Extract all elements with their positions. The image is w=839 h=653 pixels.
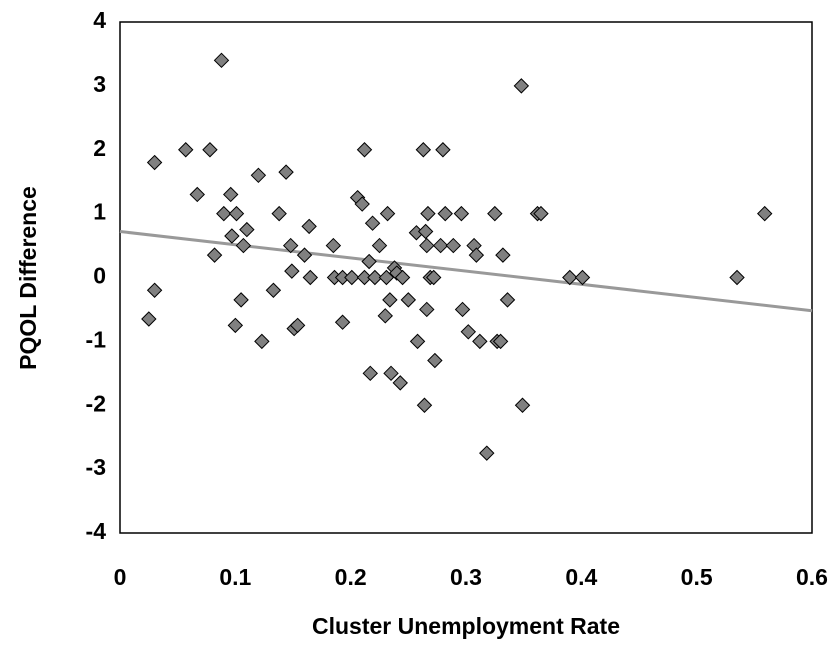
point xyxy=(757,205,773,222)
point xyxy=(574,269,591,286)
point xyxy=(235,237,252,254)
point xyxy=(213,52,230,69)
point xyxy=(325,237,342,254)
point xyxy=(394,269,411,286)
x-tick-label: 0 xyxy=(114,564,127,590)
y-tick-label: 0 xyxy=(93,263,106,289)
point xyxy=(495,247,511,263)
y-tick-label: 4 xyxy=(93,7,106,33)
point xyxy=(284,263,300,279)
point xyxy=(419,237,435,254)
point xyxy=(562,269,578,286)
y-tick-label: -1 xyxy=(86,326,107,352)
point xyxy=(514,397,531,413)
point xyxy=(356,142,373,158)
point xyxy=(409,333,426,350)
point xyxy=(377,308,393,324)
point xyxy=(202,142,218,158)
point xyxy=(420,205,436,222)
point xyxy=(302,269,319,286)
point xyxy=(223,186,239,203)
point xyxy=(141,311,157,327)
point xyxy=(189,186,205,203)
point xyxy=(400,292,417,308)
point xyxy=(265,282,282,298)
point xyxy=(468,247,485,263)
point xyxy=(289,317,306,334)
point xyxy=(417,223,434,240)
point xyxy=(479,445,495,461)
point xyxy=(383,365,399,382)
point xyxy=(354,196,370,212)
point xyxy=(146,154,163,171)
point xyxy=(435,142,451,158)
point xyxy=(513,78,530,94)
point xyxy=(361,253,377,270)
point xyxy=(227,317,244,334)
y-tick-label: -3 xyxy=(86,454,106,480)
point xyxy=(146,282,163,298)
point xyxy=(301,218,317,235)
point xyxy=(206,247,223,263)
point xyxy=(389,265,405,281)
point xyxy=(296,247,313,263)
point xyxy=(460,324,477,340)
point xyxy=(378,269,395,286)
point xyxy=(271,205,287,222)
trend-line xyxy=(119,230,813,313)
point xyxy=(499,292,516,308)
point xyxy=(454,301,471,318)
point xyxy=(487,205,503,222)
point xyxy=(425,269,442,286)
plot-frame xyxy=(119,21,813,534)
x-axis-title: Cluster Unemployment Rate xyxy=(312,613,620,639)
point xyxy=(278,164,294,180)
point xyxy=(453,205,470,222)
point xyxy=(492,333,509,350)
point xyxy=(729,269,745,286)
point xyxy=(239,221,255,238)
point xyxy=(432,237,449,254)
point xyxy=(379,205,396,222)
point xyxy=(178,142,194,158)
point xyxy=(334,314,351,330)
x-tick-label: 0.4 xyxy=(565,564,597,590)
point xyxy=(533,205,549,222)
point xyxy=(250,167,267,184)
x-tick-label: 0.1 xyxy=(219,564,251,590)
point xyxy=(356,269,373,286)
point xyxy=(362,365,378,382)
point xyxy=(382,292,398,308)
y-tick-label: 1 xyxy=(93,199,106,225)
point xyxy=(416,397,433,413)
point xyxy=(254,333,270,350)
point xyxy=(364,215,381,231)
point xyxy=(371,237,388,254)
point xyxy=(427,352,443,369)
x-tick-label: 0.2 xyxy=(335,564,367,590)
x-tick-label: 0.5 xyxy=(681,564,713,590)
y-tick-label: -2 xyxy=(86,390,106,416)
point xyxy=(282,237,299,254)
point xyxy=(472,333,488,350)
point xyxy=(224,228,240,244)
point xyxy=(445,237,462,254)
point xyxy=(419,301,435,318)
x-tick-label: 0.6 xyxy=(796,564,828,590)
x-tick-label: 0.3 xyxy=(450,564,482,590)
point xyxy=(228,205,245,222)
point xyxy=(216,205,232,222)
point xyxy=(437,205,453,222)
y-tick-label: 2 xyxy=(93,135,106,161)
point xyxy=(344,269,360,286)
y-axis-title: PQOL Difference xyxy=(15,186,41,370)
y-tick-label: -4 xyxy=(86,518,107,544)
point xyxy=(415,142,432,158)
point xyxy=(392,375,408,391)
y-tick-label: 3 xyxy=(93,71,106,97)
point xyxy=(367,269,383,286)
point xyxy=(233,292,249,308)
